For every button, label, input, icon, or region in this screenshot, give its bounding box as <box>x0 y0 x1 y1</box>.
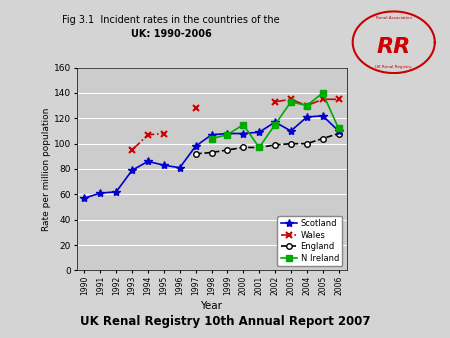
Text: UK Renal Registry 10th Annual Report 2007: UK Renal Registry 10th Annual Report 200… <box>80 315 370 328</box>
Text: UK Renal Registry: UK Renal Registry <box>375 65 412 69</box>
Wales <box>145 133 151 137</box>
England <box>225 148 230 152</box>
Wales <box>288 97 293 101</box>
Wales <box>193 106 198 110</box>
Line: Wales: Wales <box>129 96 342 153</box>
Scotland <box>130 168 135 172</box>
Scotland <box>304 115 310 119</box>
Scotland <box>113 190 119 194</box>
England <box>241 145 246 149</box>
Scotland <box>336 129 341 133</box>
N Ireland <box>209 137 214 141</box>
Y-axis label: Rate per million population: Rate per million population <box>42 107 51 231</box>
Scotland <box>209 133 214 137</box>
Line: England: England <box>193 131 342 156</box>
England <box>288 142 293 146</box>
Wales <box>336 97 341 101</box>
England <box>320 137 325 141</box>
Scotland <box>98 191 103 195</box>
England <box>272 143 278 147</box>
Wales <box>272 100 278 104</box>
Scotland <box>177 166 182 170</box>
N Ireland <box>320 91 325 95</box>
Scotland <box>272 120 278 124</box>
Wales <box>130 148 135 152</box>
Scotland <box>241 131 246 136</box>
Legend: Scotland, Wales, England, N Ireland: Scotland, Wales, England, N Ireland <box>277 216 342 266</box>
N Ireland <box>304 103 310 107</box>
England <box>336 131 341 136</box>
Scotland <box>288 129 293 133</box>
England <box>304 142 310 146</box>
England <box>209 150 214 154</box>
Text: RR: RR <box>377 38 411 57</box>
Scotland <box>145 159 151 163</box>
Text: UK: 1990-2006: UK: 1990-2006 <box>130 29 212 39</box>
N Ireland <box>225 133 230 137</box>
Scotland <box>193 144 198 148</box>
X-axis label: Year: Year <box>201 301 222 311</box>
England <box>193 152 198 156</box>
Wales <box>304 103 310 107</box>
N Ireland <box>288 100 293 104</box>
Text: Fig 3.1  Incident rates in the countries of the: Fig 3.1 Incident rates in the countries … <box>62 15 280 25</box>
Line: Scotland: Scotland <box>80 112 343 202</box>
Wales <box>320 97 325 101</box>
Wales <box>161 131 166 136</box>
Text: Renal Association: Renal Association <box>376 16 412 20</box>
Scotland <box>256 130 262 134</box>
N Ireland <box>256 145 262 149</box>
Scotland <box>82 196 87 200</box>
Scotland <box>320 114 325 118</box>
Scotland <box>225 131 230 136</box>
Scotland <box>161 163 166 167</box>
England <box>256 145 262 149</box>
N Ireland <box>336 126 341 130</box>
N Ireland <box>272 123 278 127</box>
Line: N Ireland: N Ireland <box>209 90 342 150</box>
N Ireland <box>241 123 246 127</box>
